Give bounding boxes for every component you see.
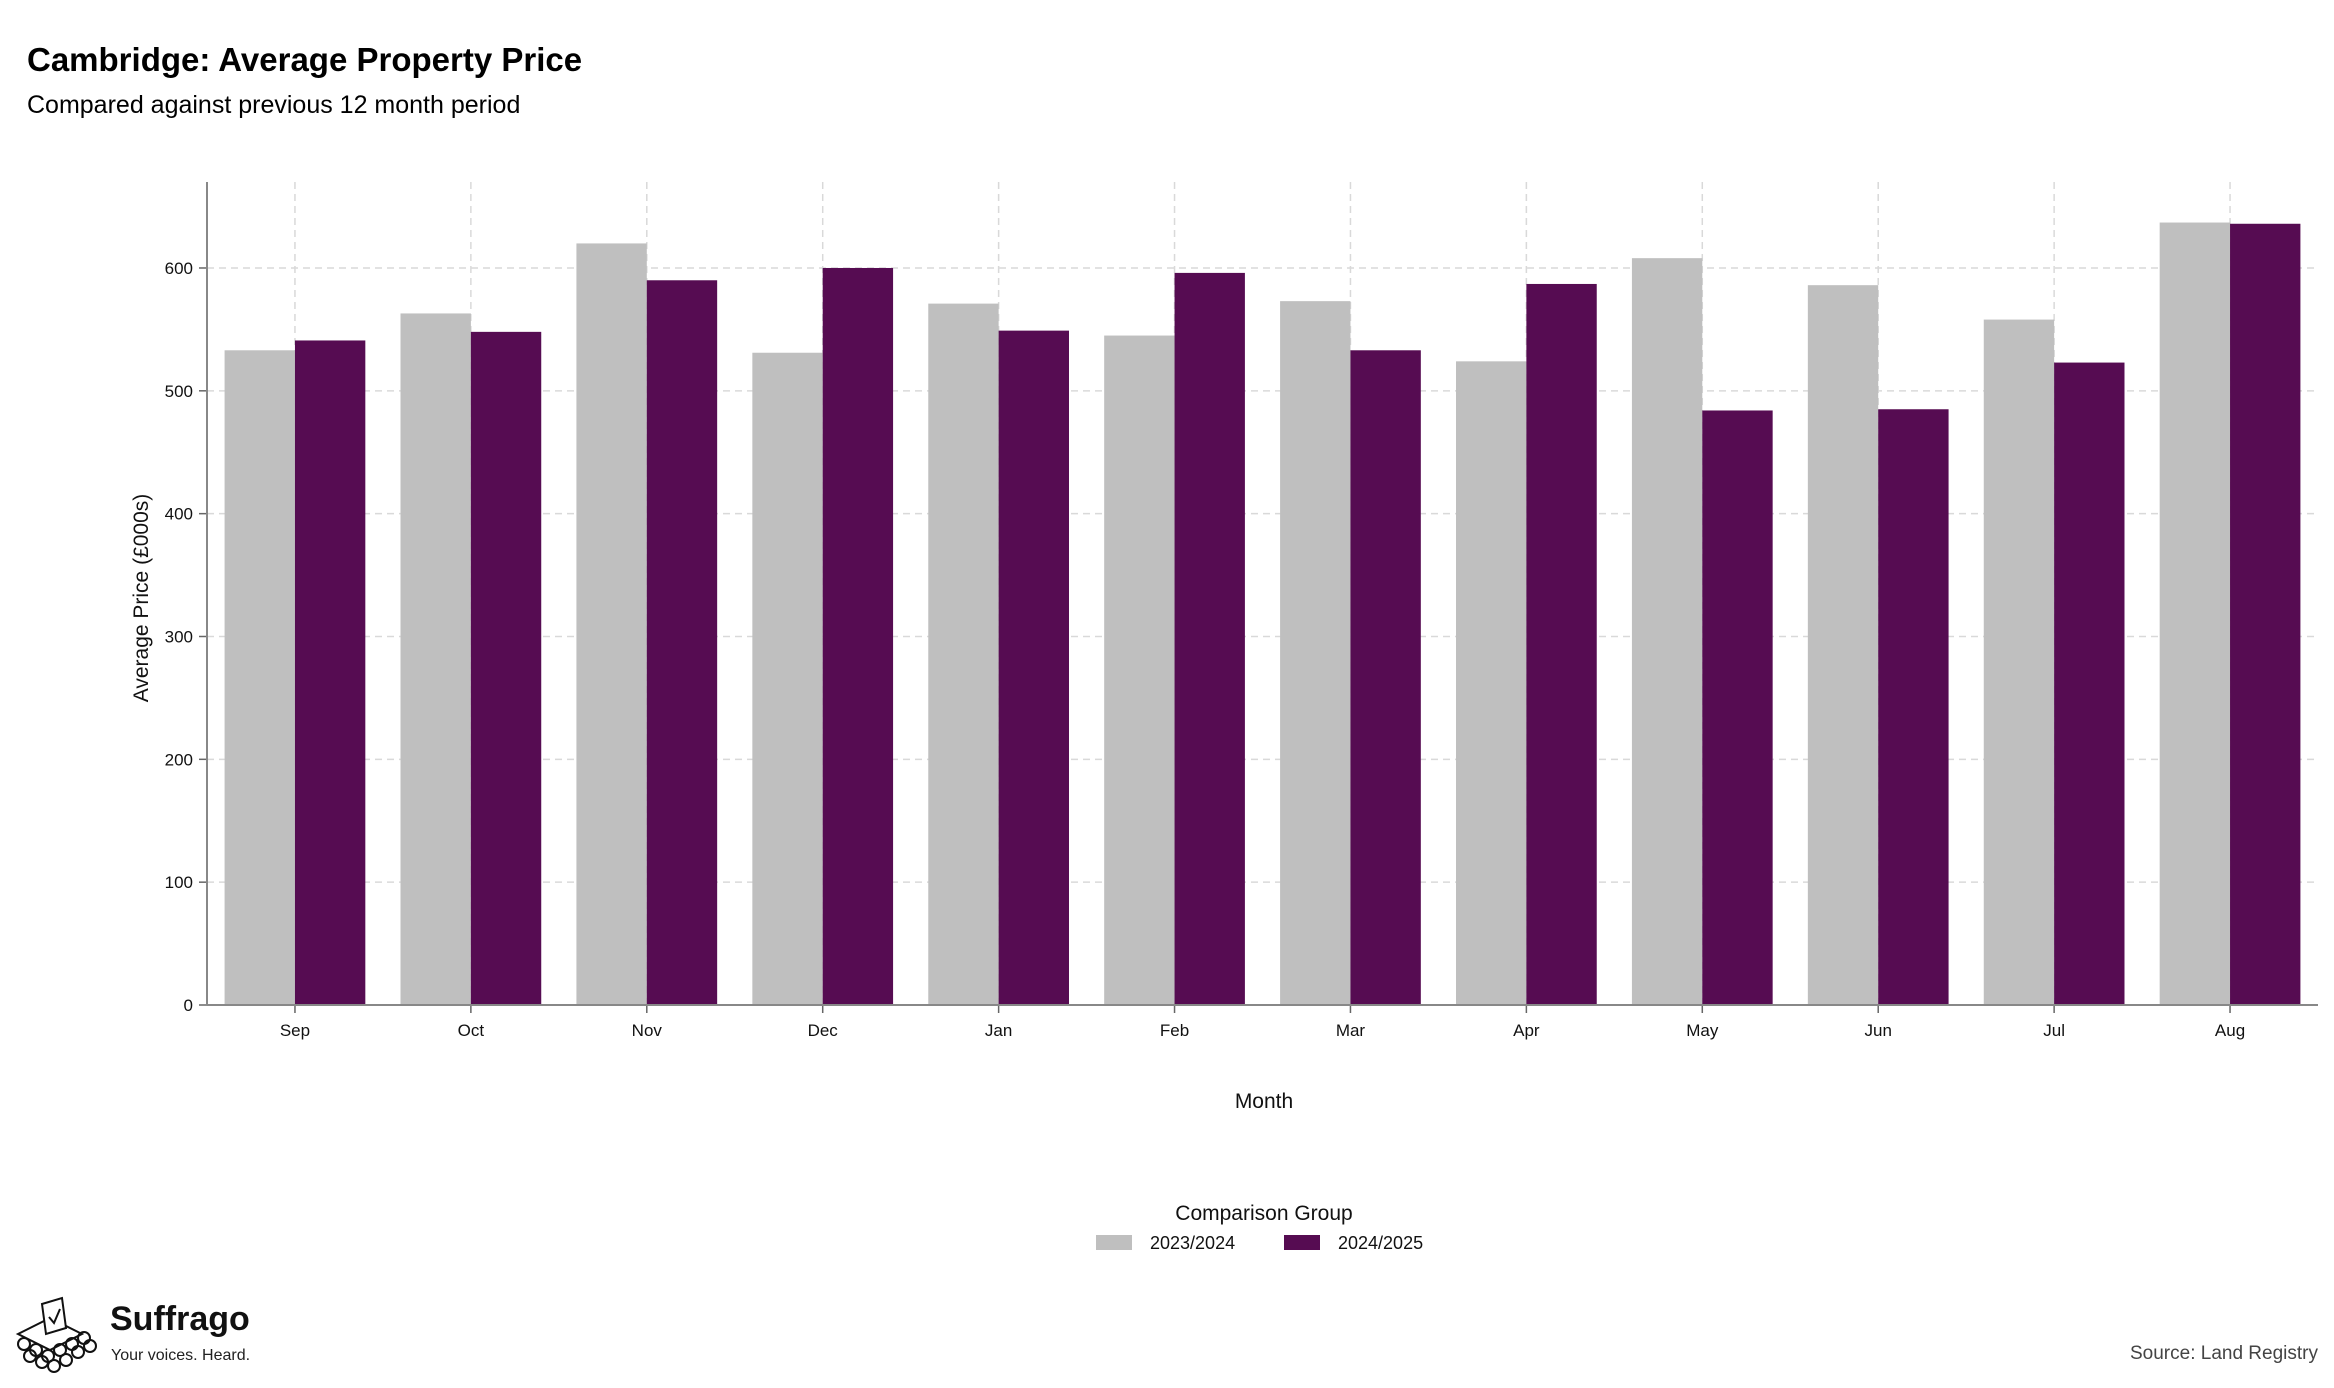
x-tick-label: Jan	[985, 1021, 1012, 1040]
bar-sep-2024-2025	[294, 340, 366, 1005]
bar-nov-2024-2025	[646, 280, 718, 1005]
legend-swatch-2023-2024	[1096, 1235, 1132, 1250]
y-tick-label: 400	[165, 505, 193, 524]
legend-label-2023-2024: 2023/2024	[1150, 1233, 1235, 1253]
x-tick-label: Oct	[458, 1021, 485, 1040]
bar-mar-2024-2025	[1350, 350, 1421, 1006]
bar-dec-2024-2025	[822, 267, 894, 1005]
ballot-box-icon	[15, 1296, 97, 1373]
brand-logo: Suffrago Your voices. Heard.	[15, 1296, 250, 1373]
y-tick-label: 300	[165, 627, 193, 646]
x-tick-label: Jun	[1864, 1021, 1891, 1040]
brand-name: Suffrago	[110, 1300, 250, 1338]
x-tick-label: Nov	[632, 1021, 663, 1040]
x-tick-label: Sep	[280, 1021, 310, 1040]
x-tick-label: Feb	[1160, 1021, 1189, 1040]
chart-title: Cambridge: Average Property Price	[27, 41, 582, 78]
bar-feb-2023-2024	[1104, 335, 1175, 1005]
bar-may-2023-2024	[1631, 258, 1703, 1005]
legend: Comparison Group 2023/2024 2024/2025	[1096, 1202, 1423, 1253]
y-axis-title: Average Price (£000s)	[130, 494, 153, 703]
y-tick-label: 600	[165, 259, 193, 278]
chart-subtitle: Compared against previous 12 month perio…	[27, 91, 520, 119]
bar-jan-2023-2024	[928, 303, 999, 1006]
legend-title: Comparison Group	[1175, 1202, 1352, 1225]
bar-feb-2024-2025	[1174, 272, 1245, 1005]
source-note: Source: Land Registry	[2130, 1343, 2318, 1364]
bar-aug-2023-2024	[2159, 222, 2231, 1005]
bar-jan-2024-2025	[998, 330, 1069, 1005]
bar-apr-2023-2024	[1456, 361, 1527, 1005]
x-tick-label: Dec	[808, 1021, 839, 1040]
bar-apr-2024-2025	[1526, 283, 1597, 1005]
x-tick-label: Mar	[1336, 1021, 1366, 1040]
bar-oct-2023-2024	[400, 313, 471, 1005]
bar-oct-2024-2025	[470, 331, 542, 1005]
bar-jun-2023-2024	[1807, 285, 1879, 1005]
x-tick-label: Jul	[2043, 1021, 2065, 1040]
y-tick-label: 200	[165, 750, 193, 769]
legend-label-2024-2025: 2024/2025	[1338, 1233, 1423, 1253]
y-tick-label: 100	[165, 873, 193, 892]
x-tick-label: May	[1686, 1021, 1719, 1040]
bar-may-2024-2025	[1702, 410, 1773, 1006]
x-axis-title: Month	[1235, 1090, 1293, 1113]
bar-mar-2023-2024	[1280, 301, 1351, 1005]
x-tick-label: Apr	[1513, 1021, 1540, 1040]
bar-aug-2024-2025	[2230, 223, 2301, 1006]
axes	[199, 182, 2318, 1013]
bar-jul-2024-2025	[2054, 362, 2125, 1005]
bar-nov-2023-2024	[576, 243, 647, 1005]
bar-jul-2023-2024	[1983, 319, 2055, 1005]
x-tick-label: Aug	[2215, 1021, 2245, 1040]
y-tick-label: 0	[184, 996, 193, 1015]
y-tick-label: 500	[165, 382, 193, 401]
brand-tagline: Your voices. Heard.	[111, 1347, 250, 1364]
tick-labels: 0 100 200 300 400 500 600 Sep Oct Nov Dec Jan Feb Mar…	[165, 259, 2246, 1040]
bars	[224, 222, 2301, 1006]
legend-swatch-2024-2025	[1284, 1235, 1320, 1250]
bar-dec-2023-2024	[752, 352, 823, 1005]
bar-jun-2024-2025	[1878, 409, 1949, 1005]
bar-sep-2023-2024	[224, 350, 295, 1006]
